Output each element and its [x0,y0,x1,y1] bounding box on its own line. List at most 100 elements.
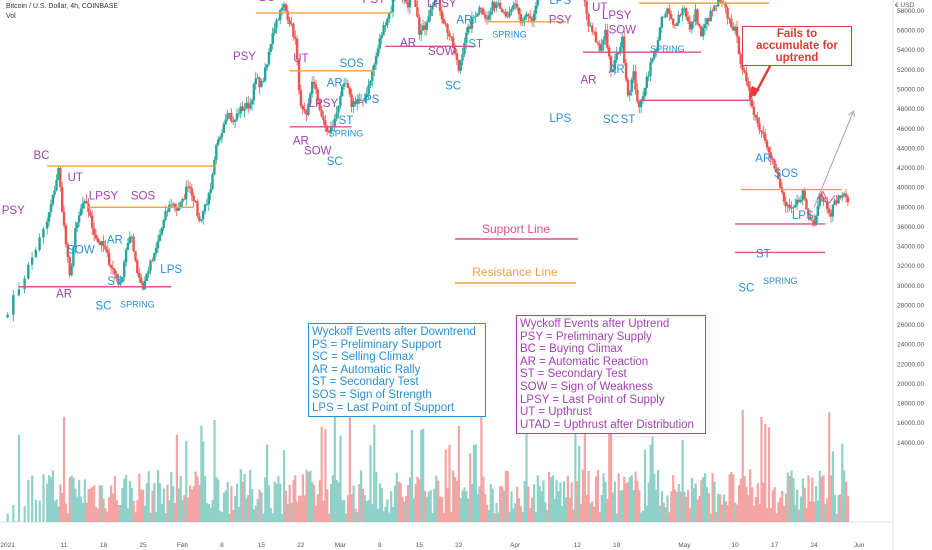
volume-bar [664,507,667,522]
volume-bar [463,487,466,522]
volume-bar [412,498,415,522]
volume-bar [497,512,500,522]
volume-bar [437,480,440,522]
candle-body [600,44,603,51]
candle-body [700,26,703,37]
volume-bar [824,504,827,522]
candle-body [658,27,662,40]
wyckoff-event-label: PSY [549,15,572,27]
candle-body [260,81,263,88]
wyckoff-event-label: AR [580,75,596,87]
volume-bar [461,490,464,522]
volume-bar [523,481,526,522]
wyckoff-event-label: ST [621,114,636,126]
candle-body [694,9,697,22]
volume-bar [672,475,675,522]
volume-bar [487,509,491,522]
volume-bar [111,493,115,522]
x-tick-label: 24 [810,542,818,549]
candle-body [384,25,387,26]
candle-body [213,159,216,175]
volume-bar [256,498,259,522]
volume-bar [820,476,823,522]
legend-item: SOS = Sign of Strength [312,388,432,401]
candle-body [132,236,135,252]
volume-bar [279,483,282,522]
candle-body [389,11,393,13]
candle-body [775,168,778,172]
candle-body [707,18,710,21]
volume-bar [762,482,765,522]
candle-body [814,216,818,226]
x-tick-label: 19 [613,542,621,549]
volume-bar [309,470,312,522]
candle-body [760,130,763,132]
candle-body [98,242,101,245]
candle-body [42,228,45,238]
wyckoff-event-label: AR [609,64,625,76]
candle-body [284,4,287,11]
candle-body [502,11,506,13]
candle-body [143,280,147,290]
candle-body [388,12,391,19]
candle-body [314,84,318,90]
volume-bar [694,483,697,522]
candle-body [59,168,62,188]
y-tick-label: 52000.00 [897,67,924,74]
volume-bar [489,484,492,522]
fails-to-accumulate-callout: Fails to accumulate for uptrend [742,26,852,66]
x-tick-label: May [678,542,691,549]
candle-body [303,109,306,112]
volume-bar [700,480,703,522]
candle-body [656,40,660,51]
volume-bar [226,482,229,522]
volume-bar [64,503,68,522]
volume-bar [70,475,73,522]
volume-bar [234,495,237,522]
candle-body [630,79,633,93]
volume-bar [655,489,658,522]
wyckoff-event-label: AR [327,78,343,90]
volume-bar [209,507,212,522]
candle-body [634,71,637,90]
y-tick-label: 34000.00 [897,244,924,251]
candle-body [683,8,686,10]
candle-body [442,19,445,24]
candle-body [128,236,131,244]
candle-body [183,199,186,200]
volume-bar [360,470,363,522]
volume-bar [320,426,323,522]
volume-bar [294,475,297,522]
volume-bar [95,506,98,522]
wyckoff-event-label: LPS [160,264,182,276]
volume-bar [816,500,819,522]
volume-bar [51,470,54,522]
volume-bar [108,497,111,522]
volume-bar [452,470,455,522]
y-tick-label: 44000.00 [897,145,924,152]
candle-body [408,0,412,8]
wyckoff-event-label: SOW [428,46,456,58]
volume-bar [237,506,240,522]
candle-body [181,199,184,202]
candle-body [301,105,304,110]
candle-body [764,133,767,141]
candle-body [324,120,327,127]
candle-body [799,199,803,202]
y-tick-label: 36000.00 [897,224,924,231]
volume-bar [298,495,301,522]
candle-body [478,7,481,14]
candle-body [130,236,133,238]
volume-bar [796,489,799,522]
volume-bar [166,484,169,522]
volume-bar [341,500,344,522]
volume-bar [245,498,248,522]
y-tick-label: 16000.00 [897,420,924,427]
volume-bar [752,505,756,522]
y-tick-label: 28000.00 [897,302,924,309]
volume-bar [418,479,421,522]
volume-bar [91,487,94,522]
candle-body [186,186,190,188]
candle-body [85,201,88,204]
